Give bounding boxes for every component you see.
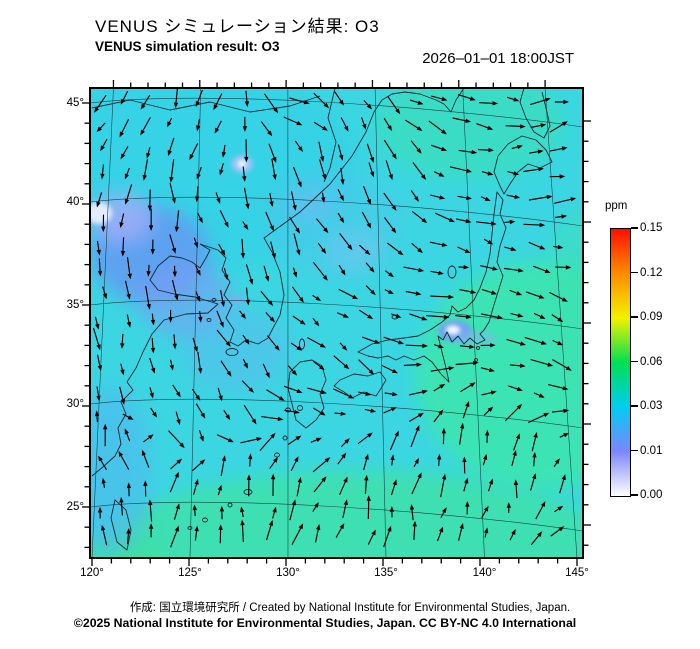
colorbar-tick-label: 0.09: [640, 311, 663, 323]
colorbar-tick-mark: [631, 316, 638, 318]
license-line: ©2025 National Institute for Environment…: [73, 616, 577, 630]
axis-ticks: [82, 80, 591, 566]
lat-tick-label: 30°: [66, 398, 84, 410]
colorbar-tick-label: 0.06: [640, 355, 663, 368]
lon-tick-label: 130°: [276, 567, 300, 579]
credit-line: 作成: 国立環境研究所 / Created by National Instit…: [129, 602, 571, 614]
coastlines: [91, 88, 553, 551]
wind-vectors: [92, 88, 577, 548]
colorbar-tick-mark: [631, 494, 638, 496]
title-japanese: VENUS シミュレーション結果: O3: [95, 17, 380, 36]
colorbar: [610, 228, 631, 497]
colorbar-tick-label: 0.15: [640, 222, 663, 234]
lon-tick-label: 145°: [565, 567, 589, 579]
colorbar-unit-label: ppm: [605, 200, 628, 212]
colorbar-tick-mark: [631, 227, 638, 229]
map-frame: [89, 87, 584, 559]
graticule: [90, 88, 583, 558]
lon-tick-label: 120°: [80, 567, 104, 579]
colorbar-tick-label: 0.01: [640, 444, 663, 457]
colorbar-tick-label: 0.12: [640, 266, 663, 279]
lat-tick-label: 25°: [66, 501, 84, 513]
o3-field: [90, 88, 583, 558]
lon-tick-label: 125°: [178, 567, 202, 579]
lat-tick-label: 40°: [66, 196, 84, 208]
colorbar-tick-mark: [631, 360, 638, 363]
colorbar-tick-mark: [631, 271, 638, 274]
lat-tick-label: 45°: [66, 97, 84, 109]
colorbar-tick-label: 0.00: [640, 489, 663, 501]
lat-tick-label: 35°: [66, 299, 84, 311]
lon-tick-label: 135°: [374, 567, 398, 579]
timestamp-label: 2026–01–01 18:00JST: [422, 50, 574, 67]
colorbar-tick-mark: [631, 449, 638, 452]
colorbar-tick-mark: [631, 405, 638, 407]
colorbar-tick-label: 0.03: [640, 400, 663, 412]
lon-tick-label: 140°: [472, 567, 497, 579]
title-english: VENUS simulation result: O3: [95, 39, 280, 54]
